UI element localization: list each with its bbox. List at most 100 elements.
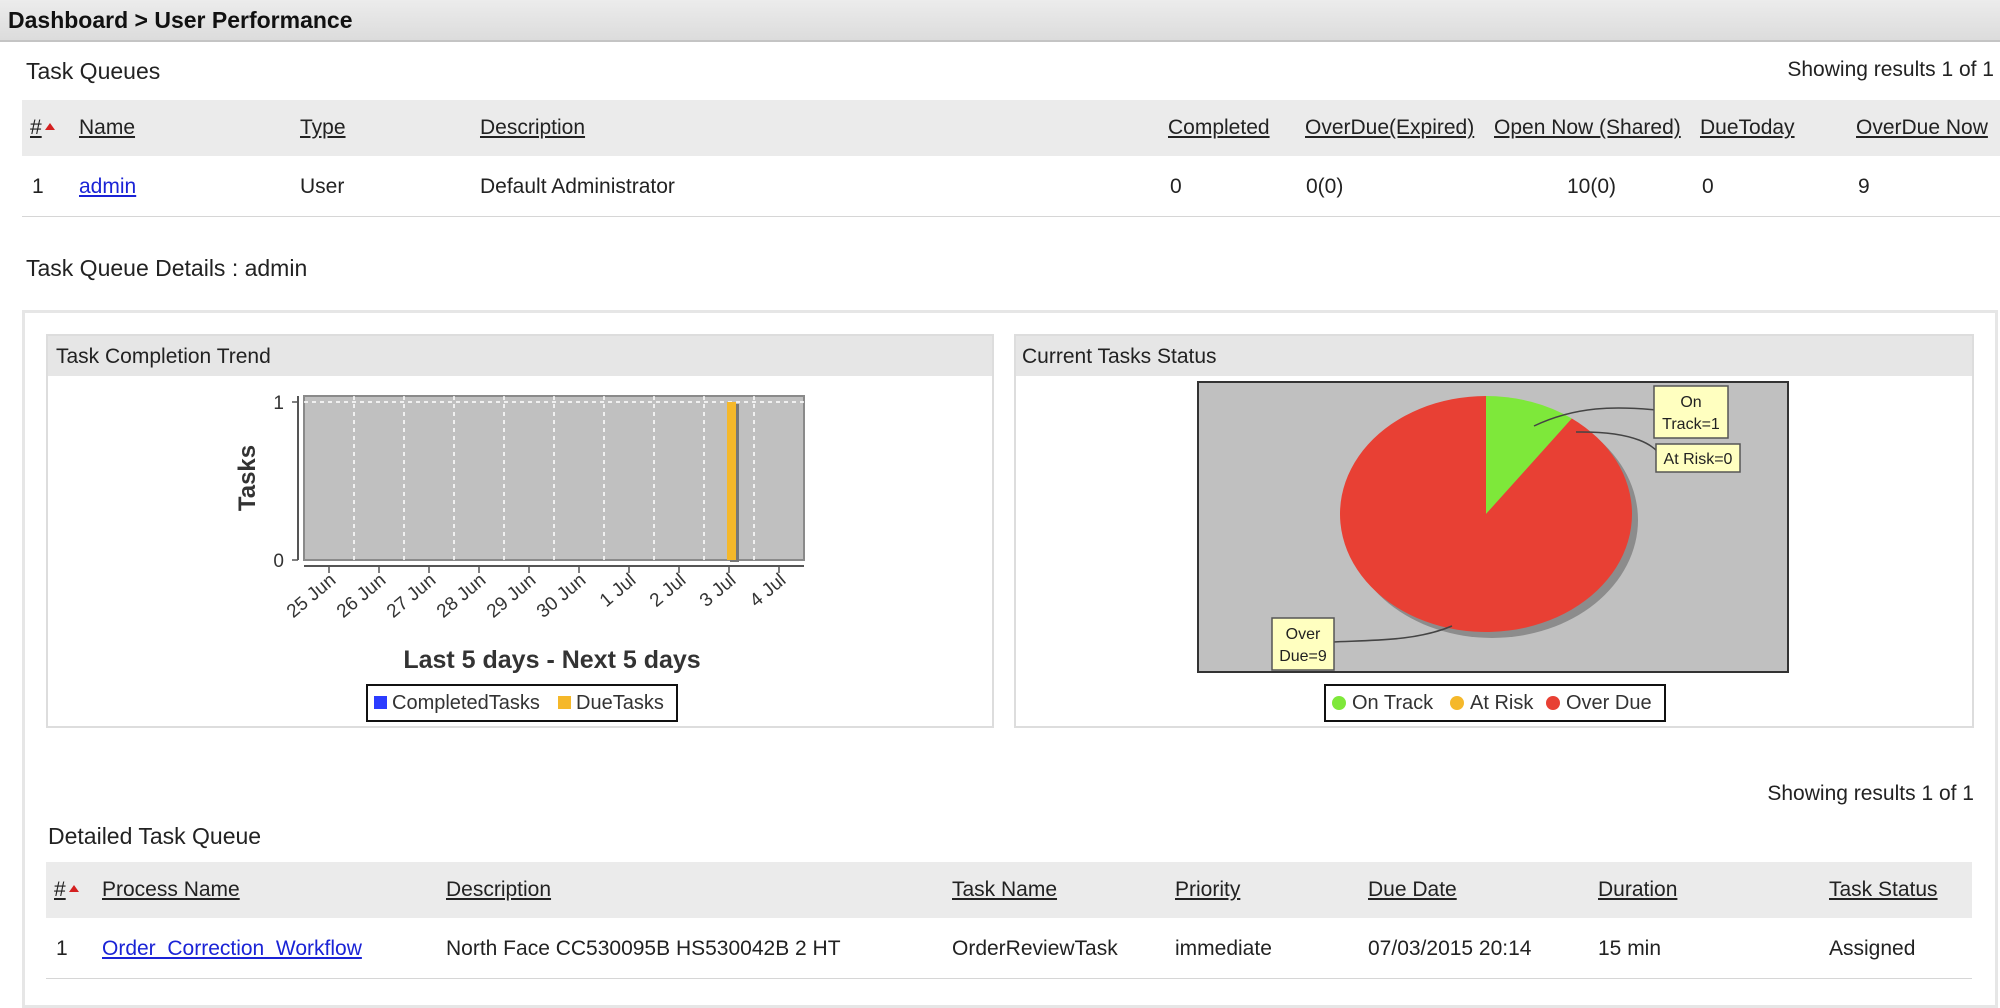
column-header-overdue-expired[interactable]: OverDue(Expired) — [1305, 116, 1475, 139]
due-swatch-icon — [558, 696, 571, 709]
detail-row-priority: immediate — [1175, 937, 1272, 960]
trend-x-axis-label: Last 5 days - Next 5 days — [403, 646, 700, 674]
detailed-task-queue-title: Detailed Task Queue — [48, 823, 262, 849]
trend-x-tick-label: 1 Jul — [596, 570, 640, 612]
current-tasks-status-title: Current Tasks Status — [1022, 345, 1217, 368]
detail-row-task-name: OrderReviewTask — [952, 937, 1118, 960]
breadcrumb-separator: > — [134, 7, 148, 33]
task-queues-results-count: Showing results 1 of 1 — [1787, 58, 1994, 81]
pie-label-on-track-line2: Track=1 — [1662, 416, 1720, 433]
pie-label-over-due-line1: Over — [1286, 626, 1321, 643]
current-tasks-status-header — [1016, 336, 1972, 376]
trend-x-tick-label: 28 Jun — [433, 570, 490, 623]
detail-row-due-date: 07/03/2015 20:14 — [1368, 937, 1532, 960]
detail-row-process-name-link[interactable]: Order_Correction_Workflow — [102, 937, 362, 960]
trend-bars — [727, 402, 739, 562]
trend-y-ticks: 01 — [273, 393, 298, 572]
queue-row-open-now-shared: 10(0) — [1567, 175, 1617, 198]
column-header-type[interactable]: Type — [300, 116, 346, 139]
detail-row-task-status: Assigned — [1829, 937, 1916, 960]
breadcrumb: Dashboard > User Performance — [8, 7, 353, 34]
queue-row-name-link[interactable]: admin — [79, 175, 137, 198]
pie-slice-over-due — [1340, 396, 1632, 632]
trend-y-tick-label: 1 — [273, 393, 284, 414]
detail-column-header-process-name[interactable]: Process Name — [102, 878, 240, 901]
trend-x-tick-label: 2 Jul — [646, 570, 690, 612]
pie-legend-on-track: On Track — [1332, 692, 1433, 715]
detail-column-header-duration[interactable]: Duration — [1598, 878, 1678, 901]
sort-ascending-icon — [44, 123, 55, 130]
pie-label-over-due-line2: Due=9 — [1279, 648, 1327, 665]
detail-row-divider — [46, 978, 1972, 979]
trend-y-axis-label: Tasks — [234, 445, 261, 511]
column-header-number[interactable]: # — [30, 116, 55, 140]
pie-legend-over-due: Over Due — [1546, 692, 1652, 715]
task-completion-trend-title: Task Completion Trend — [56, 345, 271, 368]
queue-row-overdue-now: 9 — [1858, 175, 1870, 198]
trend-x-tick-label: 30 Jun — [533, 570, 590, 623]
pie-legend-at-risk: At Risk — [1450, 692, 1533, 715]
detail-sort-ascending-icon — [68, 885, 79, 892]
pie-label-at-risk-text: At Risk=0 — [1664, 451, 1733, 468]
detail-row-duration: 15 min — [1598, 937, 1662, 960]
queue-row-divider — [22, 216, 2000, 217]
queue-row-number: 1 — [32, 175, 44, 198]
queue-row-due-today: 0 — [1702, 175, 1714, 198]
trend-legend-completed: CompletedTasks — [374, 692, 540, 715]
column-header-name[interactable]: Name — [79, 116, 136, 139]
pie-label-on-track-line1: On — [1680, 394, 1701, 411]
detail-column-header-task-name[interactable]: Task Name — [952, 878, 1058, 901]
column-header-overdue-now[interactable]: OverDue Now — [1856, 116, 1988, 139]
trend-x-tick-label: 26 Jun — [333, 570, 390, 623]
queue-row-overdue-expired: 0(0) — [1306, 175, 1344, 198]
detail-column-header-description[interactable]: Description — [446, 878, 552, 901]
current-tasks-status-chart: On Track=1 At Risk=0 Over Due=9 — [1197, 381, 1789, 673]
leader-line-on-track — [1533, 407, 1657, 427]
detail-column-header-priority[interactable]: Priority — [1175, 878, 1241, 901]
top-bar — [0, 0, 2000, 42]
detailed-queue-header-row — [46, 862, 1972, 918]
trend-x-tick-label: 3 Jul — [696, 570, 740, 612]
queue-row-description: Default Administrator — [480, 175, 675, 198]
trend-x-tick-label: 25 Jun — [283, 570, 340, 623]
trend-x-tick-label: 27 Jun — [383, 570, 440, 623]
trend-bar — [727, 402, 736, 560]
column-header-due-today[interactable]: DueToday — [1700, 116, 1795, 139]
pie-label-on-track: On Track=1 — [1653, 385, 1729, 439]
task-completion-trend-header — [48, 336, 992, 376]
queue-row-completed: 0 — [1170, 175, 1182, 198]
leader-line-over-due — [1331, 625, 1453, 643]
pie-label-at-risk: At Risk=0 — [1655, 443, 1741, 473]
detail-row-description: North Face CC530095B HS530042B 2 HT — [446, 937, 841, 960]
trend-legend: CompletedTasks DueTasks — [366, 684, 678, 722]
task-queues-title: Task Queues — [26, 58, 161, 84]
pie-slices — [1340, 396, 1632, 632]
detail-column-header-task-status[interactable]: Task Status — [1829, 878, 1938, 901]
detail-column-header-number[interactable]: # — [54, 878, 79, 902]
on-track-dot-icon — [1332, 696, 1346, 710]
breadcrumb-current: User Performance — [154, 7, 353, 33]
detailed-queue-results-count: Showing results 1 of 1 — [1767, 782, 1974, 805]
task-queue-details-title: Task Queue Details : admin — [26, 255, 308, 281]
task-queues-header-row — [22, 100, 2000, 156]
trend-x-tick-label: 4 Jul — [746, 570, 790, 612]
pie-slice-on-track — [1486, 396, 1572, 514]
breadcrumb-root[interactable]: Dashboard — [8, 7, 129, 33]
detail-column-header-due-date[interactable]: Due Date — [1368, 878, 1457, 901]
queue-row-type: User — [300, 175, 345, 198]
trend-gridlines — [304, 396, 804, 560]
pie-legend: On Track At Risk Over Due — [1324, 684, 1666, 722]
over-due-dot-icon — [1546, 696, 1560, 710]
column-header-description[interactable]: Description — [480, 116, 586, 139]
completed-swatch-icon — [374, 696, 387, 709]
trend-y-tick-label: 0 — [273, 551, 284, 572]
detail-row-number: 1 — [56, 937, 68, 960]
pie-label-over-due: Over Due=9 — [1271, 617, 1335, 671]
column-header-completed[interactable]: Completed — [1168, 116, 1270, 139]
trend-legend-due: DueTasks — [558, 692, 664, 715]
at-risk-dot-icon — [1450, 696, 1464, 710]
column-header-open-now-shared[interactable]: Open Now (Shared) — [1494, 116, 1681, 139]
trend-x-tick-label: 29 Jun — [483, 570, 540, 623]
